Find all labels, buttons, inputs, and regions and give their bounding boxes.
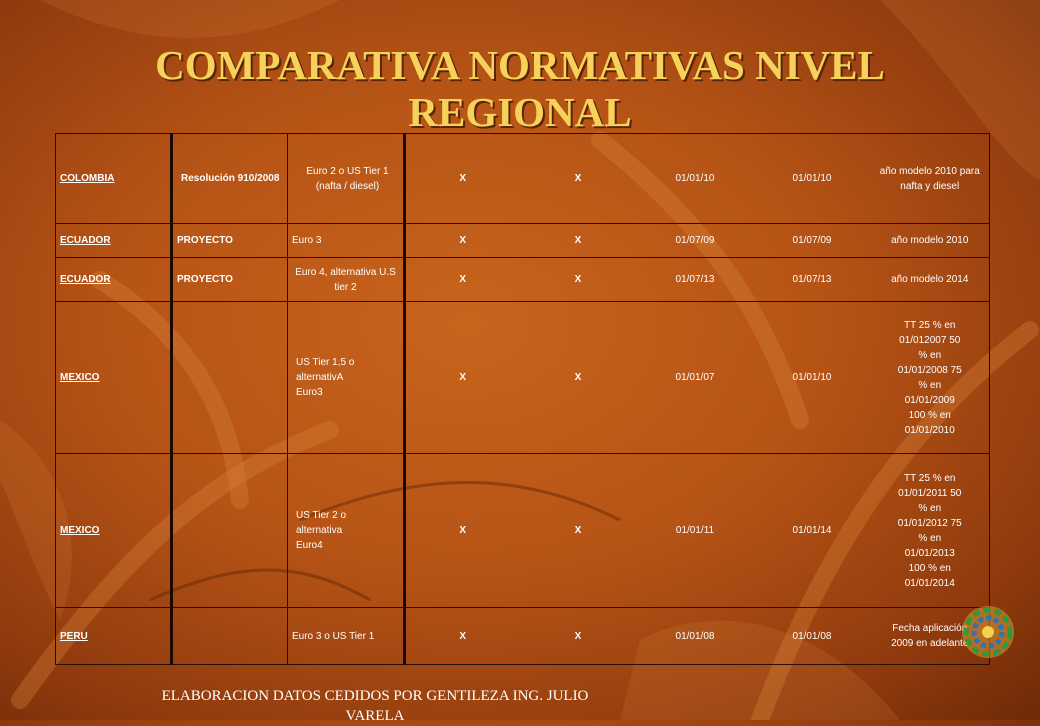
table-row: COLOMBIA Resolución 910/2008 Euro 2 o US… [55, 133, 990, 224]
mark-cell: X [519, 133, 637, 224]
date-cell: 01/07/13 [636, 257, 754, 302]
norm-cell [171, 607, 288, 665]
mark-cell: X [519, 223, 637, 258]
country-cell: COLOMBIA [55, 133, 173, 224]
date-cell: 01/01/11 [636, 453, 754, 608]
title-line-1: COMPARATIVA NORMATIVAS NIVEL [155, 42, 885, 88]
mark-cell: X [519, 301, 637, 454]
standard-cell: Euro 4, alternativa U.S tier 2 [287, 257, 406, 302]
date-cell: 01/01/08 [753, 607, 871, 665]
standard-text: US Tier 1,5 o alternativA Euro3 [296, 357, 355, 398]
date-cell: 01/01/08 [636, 607, 754, 665]
observation-cell: año modelo 2014 [870, 257, 990, 302]
observation-text: Fecha aplicación 2009 en adelante [891, 623, 969, 649]
mark-cell: X [404, 301, 520, 454]
date-cell: 01/01/10 [753, 133, 871, 224]
standard-text: Euro 4, alternativa U.S tier 2 [295, 266, 396, 293]
regulations-table: COLOMBIA Resolución 910/2008 Euro 2 o US… [55, 133, 990, 665]
table-row: MEXICO US Tier 1,5 o alternativA Euro3 X… [55, 301, 990, 454]
norm-cell [171, 301, 288, 454]
standard-text: Euro 2 o US Tier 1 (nafta / diesel) [306, 165, 389, 192]
norm-cell [171, 453, 288, 608]
table-row: ECUADOR PROYECTO Euro 3 X X 01/07/09 01/… [55, 223, 990, 258]
standard-cell: Euro 3 o US Tier 1 [287, 607, 406, 665]
norm-cell: Resolución 910/2008 [171, 133, 288, 224]
observation-cell: TT 25 % en 01/012007 50 % en 01/01/2008 … [870, 301, 990, 454]
standard-cell: Euro 3 [287, 223, 406, 258]
country-link[interactable]: COLOMBIA [60, 173, 115, 184]
country-cell: ECUADOR [55, 257, 173, 302]
mark-cell: X [404, 453, 520, 608]
observation-text: TT 25 % en 01/012007 50 % en 01/01/2008 … [897, 319, 962, 436]
country-link[interactable]: MEXICO [60, 372, 100, 383]
standard-cell: Euro 2 o US Tier 1 (nafta / diesel) [287, 133, 406, 224]
source-footer: ELABORACION DATOS CEDIDOS POR GENTILEZA … [161, 688, 589, 724]
mark-cell: X [519, 453, 637, 608]
date-cell: 01/07/09 [636, 223, 754, 258]
observation-text: TT 25 % en 01/01/2011 50 % en 01/01/2012… [897, 472, 962, 589]
mark-cell: X [519, 607, 637, 665]
country-cell: MEXICO [55, 301, 173, 454]
standard-text: US Tier 2 o alternativa Euro4 [296, 510, 347, 551]
country-link[interactable]: MEXICO [60, 525, 100, 536]
table-row: MEXICO US Tier 2 o alternativa Euro4 X X… [55, 453, 990, 608]
date-cell: 01/01/14 [753, 453, 871, 608]
circular-leaf-logo-icon [962, 606, 1014, 658]
country-cell: PERU [55, 607, 173, 665]
date-cell: 01/01/10 [753, 301, 871, 454]
mark-cell: X [404, 133, 520, 224]
observation-cell: TT 25 % en 01/01/2011 50 % en 01/01/2012… [870, 453, 990, 608]
country-link[interactable]: PERU [60, 630, 88, 642]
mark-cell: X [404, 257, 520, 302]
observation-cell: año modelo 2010 para nafta y diesel [870, 133, 990, 224]
country-link[interactable]: ECUADOR [60, 235, 111, 246]
page-title: COMPARATIVA NORMATIVAS NIVEL REGIONAL [40, 42, 1000, 136]
country-link[interactable]: ECUADOR [60, 274, 111, 285]
table-row: PERU Euro 3 o US Tier 1 X X 01/01/08 01/… [55, 607, 990, 665]
date-cell: 01/07/09 [753, 223, 871, 258]
mark-cell: X [404, 607, 520, 665]
standard-cell: US Tier 2 o alternativa Euro4 [287, 453, 406, 608]
observation-cell: año modelo 2010 [870, 223, 990, 258]
norm-cell: PROYECTO [171, 223, 288, 258]
country-cell: MEXICO [55, 453, 173, 608]
standard-cell: US Tier 1,5 o alternativA Euro3 [287, 301, 406, 454]
country-cell: ECUADOR [55, 223, 173, 258]
date-cell: 01/01/07 [636, 301, 754, 454]
mark-cell: X [519, 257, 637, 302]
title-line-2: REGIONAL [408, 89, 632, 135]
date-cell: 01/07/13 [753, 257, 871, 302]
table-row: ECUADOR PROYECTO Euro 4, alternativa U.S… [55, 257, 990, 302]
date-cell: 01/01/10 [636, 133, 754, 224]
norm-cell: PROYECTO [171, 257, 288, 302]
mark-cell: X [404, 223, 520, 258]
